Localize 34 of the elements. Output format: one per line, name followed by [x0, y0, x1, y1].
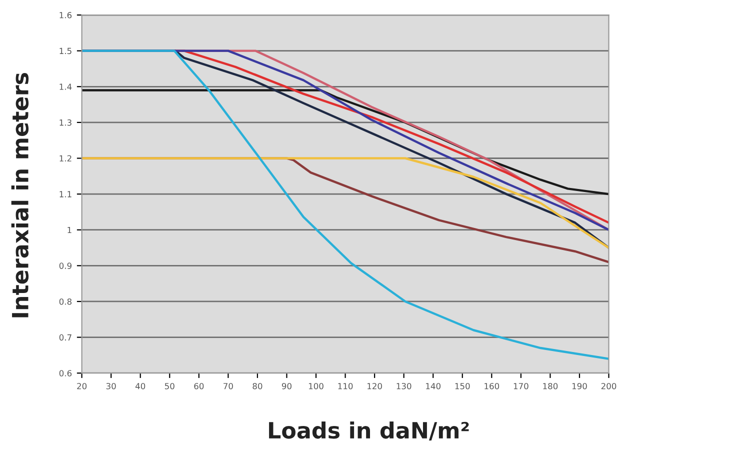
y-tick-label: 1.2: [60, 155, 72, 162]
x-tick-label: 150: [455, 382, 470, 390]
x-tick-label: 110: [338, 382, 353, 390]
y-tick-label: 1: [68, 226, 72, 234]
x-tick-label: 140: [426, 382, 441, 390]
x-axis-title: Loads in daN/m²: [269, 421, 469, 440]
line-series: [82, 89, 609, 196]
x-tick-label: 190: [572, 382, 587, 390]
x-tick-label: 20: [77, 382, 87, 390]
y-tick-label: 0.8: [59, 298, 72, 305]
x-tick-label: 70: [224, 382, 233, 390]
y-tick-label: 0.9: [59, 262, 72, 269]
x-tick-label: 30: [106, 382, 116, 390]
x-tick-label: 100: [308, 382, 324, 390]
x-tick-label: 90: [282, 382, 292, 390]
x-tick-label: 120: [368, 382, 382, 390]
y-axis-title: Interaxial in meters: [11, 73, 29, 318]
y-tick-label: 1.6: [60, 12, 72, 18]
x-tick-label: 200: [601, 382, 616, 390]
x-tick-label: 180: [543, 382, 558, 390]
y-tick-label: 1.5: [60, 48, 72, 54]
y-tick-label: 0.7: [59, 334, 72, 341]
x-tick-label: 170: [514, 382, 528, 390]
y-tick-label: 1.4: [60, 84, 72, 90]
y-tick-label: 1.3: [60, 119, 72, 126]
line-series: [82, 50, 609, 360]
x-tick-label: 80: [252, 382, 262, 390]
x-tick-label: 40: [135, 382, 146, 390]
x-tick-label: 60: [194, 382, 204, 390]
x-tick-label: 160: [484, 382, 500, 390]
x-tick-label: 50: [164, 382, 174, 390]
y-tick-label: 1.1: [60, 191, 72, 198]
y-tick-label: 0.6: [59, 370, 72, 376]
x-tick-label: 130: [396, 382, 412, 390]
